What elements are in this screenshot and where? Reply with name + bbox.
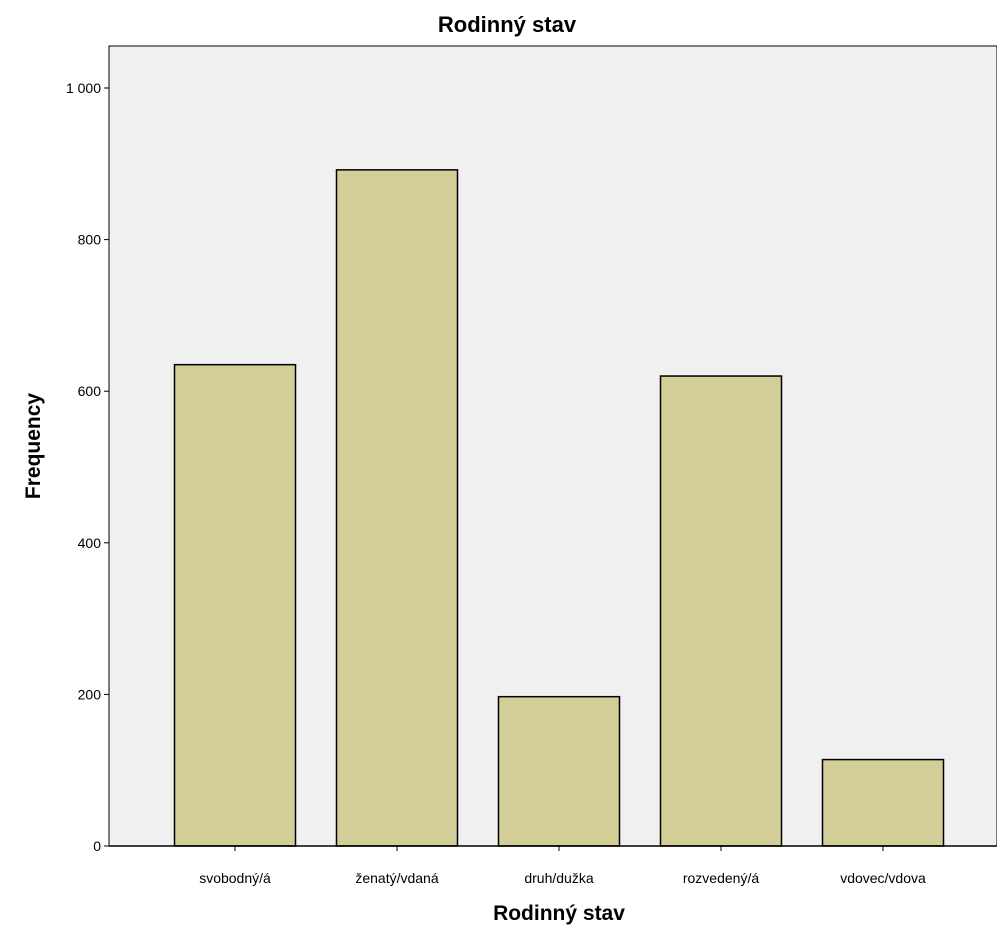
bar bbox=[821, 758, 945, 847]
bar bbox=[173, 363, 297, 847]
x-tick-label: svobodný/á bbox=[199, 870, 271, 886]
bar bbox=[659, 375, 783, 847]
x-tick-label: rozvedený/á bbox=[683, 870, 759, 886]
x-tick-label: ženatý/vdaná bbox=[355, 870, 438, 886]
x-axis-title: Rodinný stav bbox=[493, 902, 625, 925]
y-tick-label: 600 bbox=[78, 383, 102, 399]
x-tick-label: vdovec/vdova bbox=[840, 870, 926, 886]
x-axis: svobodný/á ženatý/vdaná druh/dužka rozveden… bbox=[109, 845, 997, 886]
y-tick-label: 400 bbox=[78, 535, 102, 551]
chart-title: Rodinný stav bbox=[438, 12, 577, 37]
y-tick-label: 1 000 bbox=[66, 80, 101, 96]
y-axis: 0 200 400 600 800 1 000 bbox=[66, 80, 109, 854]
y-axis-title: Frequency bbox=[22, 393, 45, 500]
x-tick-label: druh/dužka bbox=[524, 870, 593, 886]
bar bbox=[497, 695, 621, 847]
y-tick-label: 0 bbox=[93, 838, 101, 854]
y-tick-label: 800 bbox=[78, 232, 102, 248]
bar bbox=[335, 169, 459, 847]
y-tick-label: 200 bbox=[78, 686, 102, 702]
